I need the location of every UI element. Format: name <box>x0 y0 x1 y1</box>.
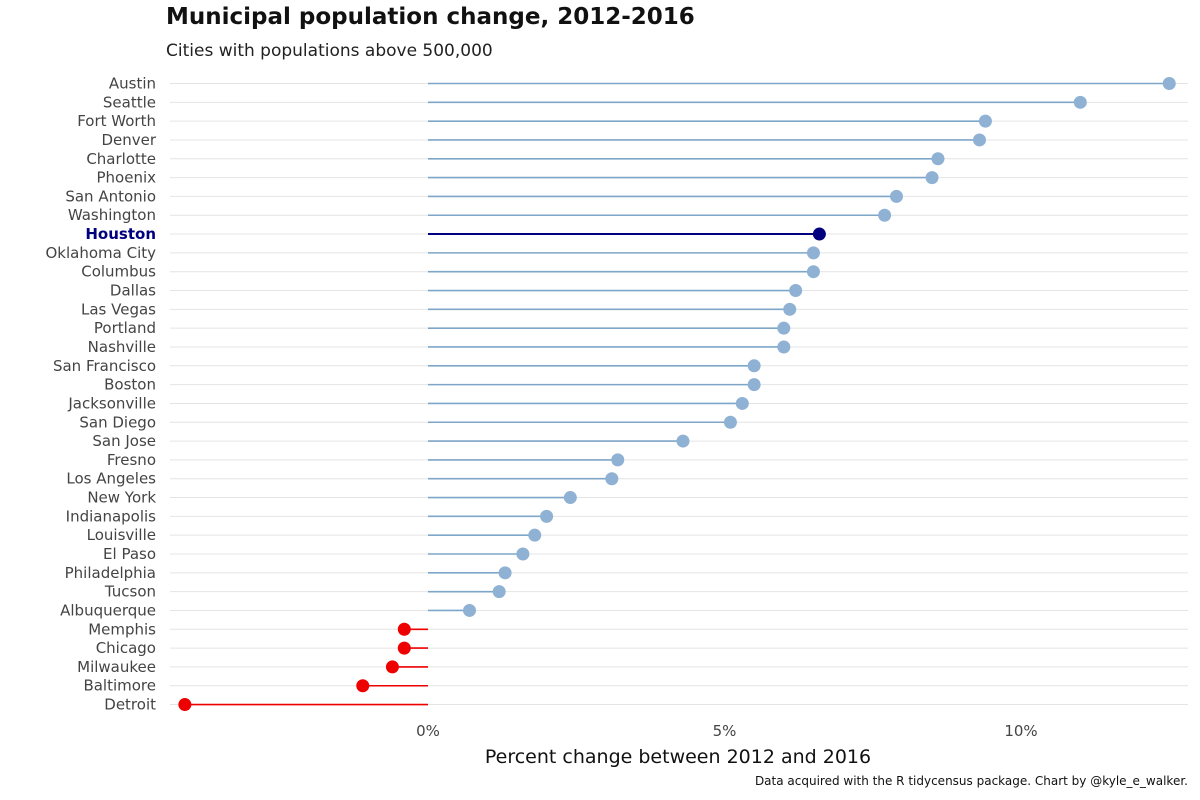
y-label-detroit: Detroit <box>104 696 156 714</box>
dot-baltimore <box>356 679 370 693</box>
chart-caption: Data acquired with the R tidycensus pack… <box>755 774 1188 788</box>
stem-layer <box>184 82 1170 706</box>
y-label-columbus: Columbus <box>81 263 156 281</box>
y-label-portland: Portland <box>94 319 156 337</box>
dot-oklahoma-city <box>806 246 820 260</box>
y-label-san-francisco: San Francisco <box>53 357 156 375</box>
dot-denver <box>972 133 986 147</box>
dot-seattle <box>1073 95 1087 109</box>
y-label-san-antonio: San Antonio <box>65 187 156 205</box>
y-label-san-jose: San Jose <box>92 432 156 450</box>
y-label-nashville: Nashville <box>88 338 156 356</box>
y-label-jacksonville: Jacksonville <box>67 394 156 412</box>
dot-milwaukee <box>385 660 399 674</box>
dot-phoenix <box>925 171 939 185</box>
dot-austin <box>1162 77 1176 90</box>
y-label-dallas: Dallas <box>110 282 156 300</box>
y-label-new-york: New York <box>87 489 156 507</box>
grid-layer <box>170 83 1188 706</box>
dot-memphis <box>397 622 411 636</box>
dot-san-francisco <box>747 359 761 373</box>
chart-subtitle: Cities with populations above 500,000 <box>166 41 493 61</box>
x-tick-label-5-: 5% <box>713 722 737 740</box>
dot-layer <box>178 77 1176 712</box>
y-label-milwaukee: Milwaukee <box>77 658 156 676</box>
dot-tucson <box>492 585 506 599</box>
y-label-los-angeles: Los Angeles <box>66 470 156 488</box>
dot-chicago <box>397 641 411 655</box>
y-label-charlotte: Charlotte <box>86 150 156 168</box>
y-label-washington: Washington <box>68 206 156 224</box>
y-label-el-paso: El Paso <box>103 545 156 563</box>
y-label-oklahoma-city: Oklahoma City <box>45 244 156 262</box>
y-label-indianapolis: Indianapolis <box>66 507 157 525</box>
dot-charlotte <box>931 152 945 166</box>
dot-boston <box>747 378 761 392</box>
dot-washington <box>878 208 892 222</box>
dot-indianapolis <box>540 509 554 523</box>
dot-portland <box>777 321 791 335</box>
dot-san-antonio <box>889 189 903 203</box>
dot-new-york <box>563 491 577 505</box>
dot-dallas <box>789 284 803 298</box>
y-label-las-vegas: Las Vegas <box>81 300 156 318</box>
y-label-boston: Boston <box>104 376 156 394</box>
dot-el-paso <box>516 547 530 561</box>
dot-los-angeles <box>605 472 619 486</box>
y-label-houston: Houston <box>85 225 156 243</box>
dot-philadelphia <box>498 566 512 580</box>
y-label-fresno: Fresno <box>107 451 156 469</box>
y-label-denver: Denver <box>101 131 156 149</box>
y-label-memphis: Memphis <box>88 620 156 638</box>
y-label-seattle: Seattle <box>103 93 156 111</box>
dot-fort-worth <box>978 114 992 128</box>
dot-louisville <box>528 528 542 542</box>
dot-albuquerque <box>463 603 477 617</box>
y-label-tucson: Tucson <box>104 583 156 601</box>
dot-las-vegas <box>783 302 797 316</box>
dot-houston <box>812 227 826 241</box>
dot-columbus <box>806 265 820 279</box>
x-tick-labels: 0% 5% 10% <box>416 722 1038 740</box>
y-label-fort-worth: Fort Worth <box>77 112 156 130</box>
dot-jacksonville <box>735 396 749 410</box>
dot-nashville <box>777 340 791 354</box>
x-tick-label-0-: 0% <box>416 722 440 740</box>
y-label-phoenix: Phoenix <box>96 169 156 187</box>
x-tick-label-10-: 10% <box>1004 722 1037 740</box>
x-axis-title: Percent change between 2012 and 2016 <box>485 746 871 768</box>
y-label-chicago: Chicago <box>96 639 156 657</box>
y-label-austin: Austin <box>109 75 156 93</box>
dot-detroit <box>178 698 192 712</box>
dot-san-jose <box>676 434 690 448</box>
y-label-baltimore: Baltimore <box>83 677 156 695</box>
y-label-louisville: Louisville <box>87 526 156 544</box>
y-label-philadelphia: Philadelphia <box>65 564 156 582</box>
y-label-san-diego: San Diego <box>79 413 156 431</box>
chart-title: Municipal population change, 2012-2016 <box>166 4 695 30</box>
dot-fresno <box>611 453 625 467</box>
y-label-albuquerque: Albuquerque <box>60 601 156 619</box>
dot-san-diego <box>723 415 737 429</box>
